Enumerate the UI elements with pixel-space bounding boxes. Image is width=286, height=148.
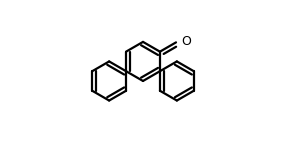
Text: O: O	[181, 35, 191, 48]
